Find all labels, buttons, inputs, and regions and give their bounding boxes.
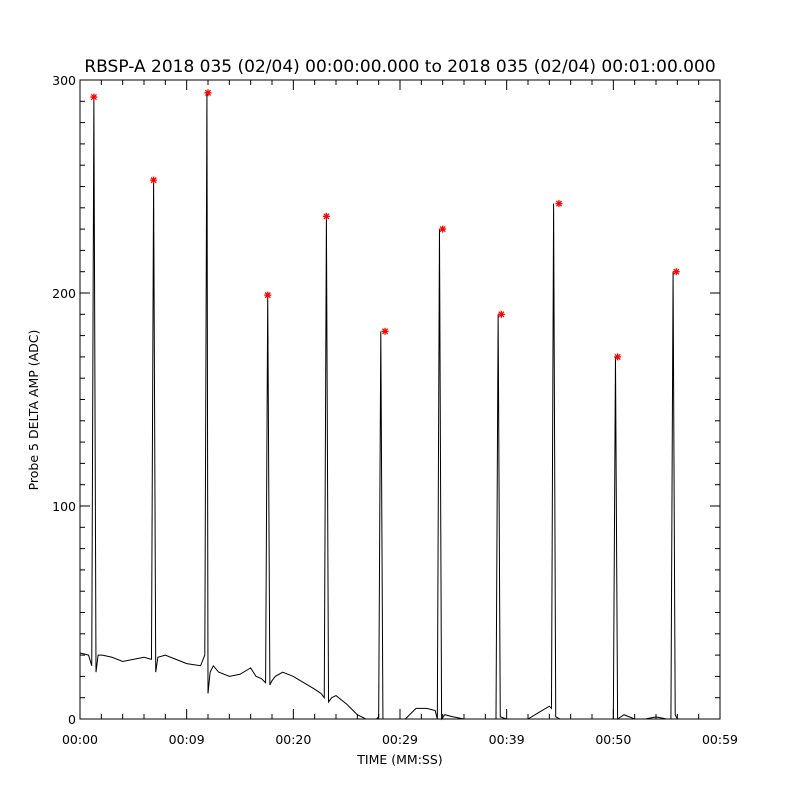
x-tick-label: 00:50	[595, 732, 631, 747]
x-tick-label: 00:59	[702, 732, 738, 747]
x-tick-label: 00:00	[62, 732, 98, 747]
peak-marker	[439, 225, 447, 233]
y-axis-label: Probe 5 DELTA AMP (ADC)	[26, 330, 41, 491]
x-tick-label: 00:20	[275, 732, 311, 747]
peak-marker	[322, 212, 330, 220]
plot-frame	[79, 79, 721, 720]
peak-marker	[555, 200, 563, 208]
peak-markers	[90, 89, 680, 361]
peak-marker	[381, 327, 389, 335]
x-tick-label: 00:09	[169, 732, 205, 747]
signal-line	[79, 92, 720, 721]
peak-marker	[204, 89, 212, 97]
y-tick-label: 100	[52, 499, 76, 514]
plot-series	[79, 92, 720, 721]
peak-marker	[614, 353, 622, 361]
axis-tick-labels: 0 100 200 300 00:00 00:09 00:20 00:29 00:39 00:50…	[52, 73, 738, 747]
peak-marker	[672, 268, 680, 276]
y-tick-label: 200	[52, 286, 76, 301]
peak-marker	[264, 291, 272, 299]
x-axis-label: TIME (MM:SS)	[356, 752, 442, 767]
x-tick-label: 00:39	[489, 732, 525, 747]
x-tick-label: 00:29	[382, 732, 418, 747]
peak-marker	[150, 176, 158, 184]
axis-ticks	[79, 79, 721, 720]
peak-marker	[497, 310, 505, 318]
chart-title: RBSP-A 2018 035 (02/04) 00:00:00.000 to …	[84, 57, 715, 77]
y-tick-label: 300	[52, 73, 76, 88]
y-tick-label: 0	[68, 712, 76, 727]
peak-marker	[90, 93, 98, 101]
